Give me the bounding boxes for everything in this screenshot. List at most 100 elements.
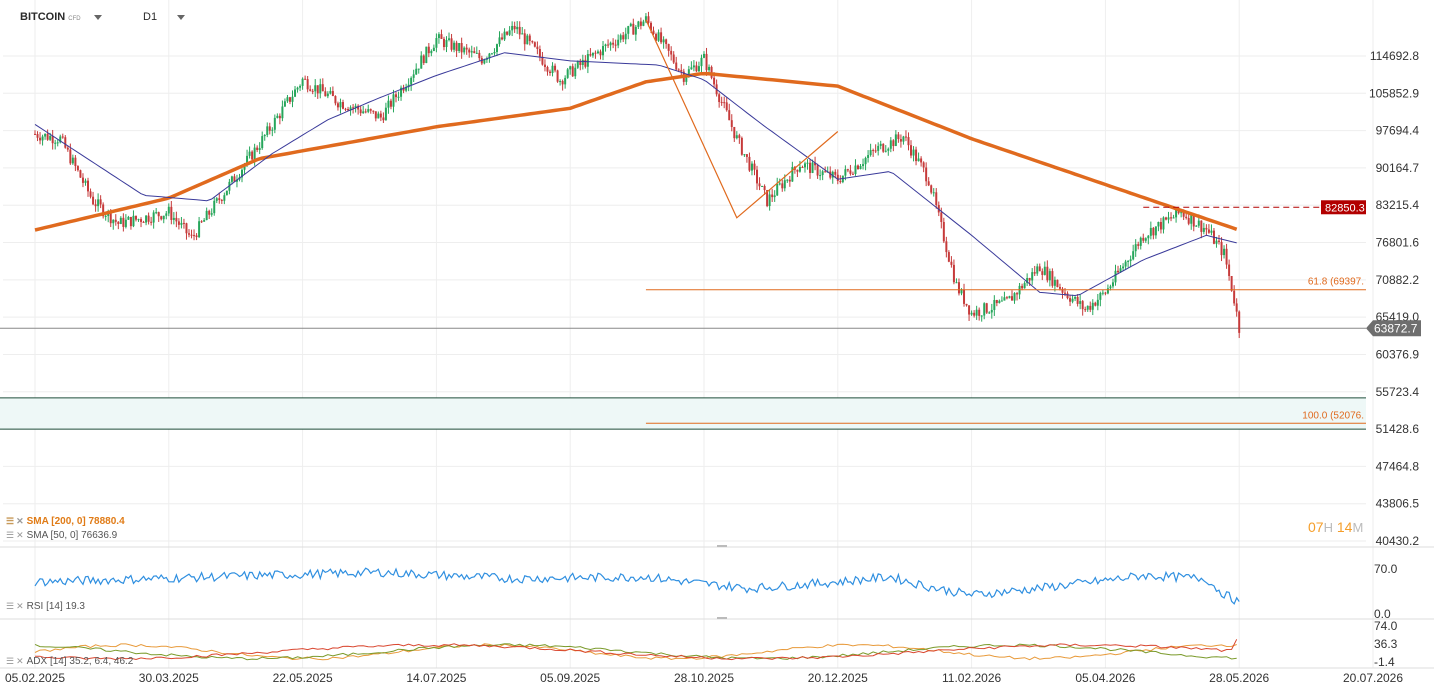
candle-body <box>465 47 468 50</box>
candle <box>536 41 539 55</box>
candle <box>867 150 870 163</box>
candle <box>566 67 569 79</box>
candle <box>1190 213 1193 230</box>
drawings[interactable]: 61.8 (69397. 100.0 (52076. <box>645 19 1366 424</box>
candle <box>1210 224 1213 236</box>
candle <box>627 25 630 40</box>
settings-icon[interactable]: ☰ <box>6 656 15 666</box>
candle <box>662 36 665 49</box>
candle <box>56 139 59 147</box>
candle <box>1134 239 1137 257</box>
candle-body <box>294 89 297 97</box>
candle-body <box>445 39 448 48</box>
candle-body <box>1066 293 1069 299</box>
close-icon[interactable]: ✕ <box>16 530 24 540</box>
candle <box>442 36 445 51</box>
close-icon[interactable]: ✕ <box>16 601 24 611</box>
candle-body <box>922 162 925 168</box>
candle-body <box>435 38 438 48</box>
settings-icon[interactable]: ☰ <box>6 516 15 526</box>
time-axis[interactable]: 05.02.2025 30.03.2025 22.05.2025 14.07.2025… <box>5 671 1403 685</box>
candle-body <box>1023 283 1026 289</box>
candle-body <box>74 157 77 167</box>
candle-body <box>945 241 948 253</box>
legend-adx[interactable]: ☰ ✕ ADX [14] 35.2, 6.4, 46.2 <box>6 656 133 667</box>
candle <box>950 256 953 268</box>
candle-body <box>594 52 597 54</box>
candle-body <box>952 264 955 283</box>
current-price-badge-text: 63872.7 <box>1374 321 1418 335</box>
candle <box>193 229 196 241</box>
settings-icon[interactable]: ☰ <box>6 530 15 540</box>
candle-body <box>680 69 683 72</box>
candle-body <box>864 157 867 165</box>
candle-body <box>927 181 930 186</box>
candle <box>968 305 971 321</box>
candle <box>1137 241 1140 250</box>
legend-sma200[interactable]: ☰ ✕ SMA [200, 0] 78880.4 <box>6 516 125 527</box>
candle-body <box>783 180 786 189</box>
candle <box>1127 260 1130 268</box>
candle <box>811 159 814 174</box>
candle <box>278 113 281 125</box>
candle-body <box>778 183 781 185</box>
candle-body <box>872 150 875 152</box>
candle-body <box>1167 217 1170 220</box>
candle <box>879 140 882 150</box>
close-icon[interactable]: ✕ <box>16 656 24 666</box>
candle <box>523 29 526 51</box>
candle <box>768 189 771 211</box>
candle <box>607 39 610 48</box>
timeframe-selector[interactable]: D1 <box>143 11 186 23</box>
candle <box>801 165 804 168</box>
close-icon[interactable]: ✕ <box>16 516 24 526</box>
candle <box>137 218 140 222</box>
candle <box>266 122 269 138</box>
candle-body <box>34 133 36 135</box>
candle-body <box>750 163 753 171</box>
candle-body <box>66 147 69 150</box>
legend-adx-text: ADX [14] 35.2, 6.4, 46.2 <box>26 656 134 667</box>
candle <box>329 87 332 95</box>
candle-body <box>1031 272 1034 281</box>
legend-rsi[interactable]: ☰ ✕ RSI [14] 19.3 <box>6 601 85 612</box>
candle-body <box>145 215 148 223</box>
candle <box>271 127 274 137</box>
candle-body <box>200 221 203 223</box>
candle-body <box>877 145 880 151</box>
candle-body <box>1132 251 1135 260</box>
candle <box>862 158 865 170</box>
settings-icon[interactable]: ☰ <box>6 601 15 611</box>
candle-body <box>1041 271 1044 275</box>
candle-body <box>344 108 347 110</box>
candle-body <box>761 185 764 187</box>
candle-body <box>821 171 824 176</box>
candle-body <box>647 16 650 23</box>
candle <box>766 189 769 208</box>
candle-body <box>306 79 309 90</box>
legend-sma50[interactable]: ☰ ✕ SMA [50, 0] 76636.9 <box>6 530 117 541</box>
candle-body <box>495 44 498 52</box>
candle-body <box>1192 215 1195 227</box>
candle-body <box>1127 260 1130 262</box>
candle-body <box>930 185 933 193</box>
candle-body <box>187 233 190 235</box>
candle <box>877 142 880 156</box>
candle <box>321 78 324 92</box>
candle <box>1041 268 1044 281</box>
candle <box>576 60 579 69</box>
symbol-selector[interactable]: BITCOIN CFD <box>20 11 102 23</box>
candle <box>672 51 675 64</box>
candle <box>743 154 746 157</box>
candle <box>1220 237 1223 262</box>
candle <box>440 29 443 40</box>
candle <box>652 26 655 35</box>
candle-body <box>869 150 872 156</box>
candle <box>102 202 105 219</box>
candle <box>531 40 534 44</box>
candle-body <box>882 143 885 152</box>
candle-body <box>453 42 456 50</box>
candle <box>170 200 173 225</box>
candle-body <box>329 91 332 94</box>
